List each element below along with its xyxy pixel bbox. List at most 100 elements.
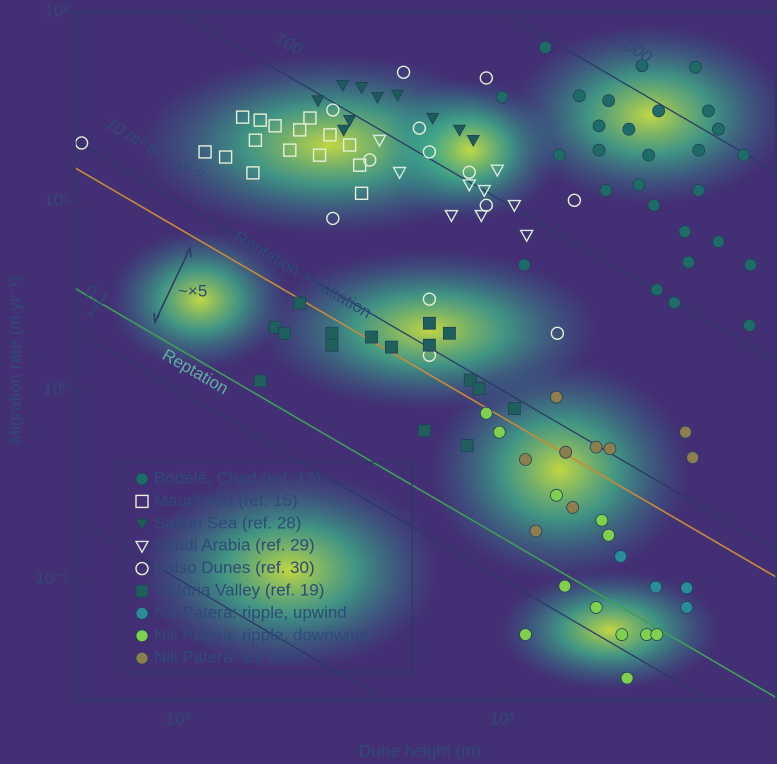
y-tick-label: 10⁰: [43, 380, 69, 399]
legend-label: Saudi Arabia (ref. 29): [154, 536, 315, 555]
marker-square: [293, 296, 307, 310]
marker-triangle: [466, 134, 480, 147]
marker-square: [423, 338, 436, 352]
marker-circle: [479, 406, 493, 420]
marker-circle: [519, 628, 532, 642]
marker-square: [235, 110, 250, 124]
marker-circle: [743, 319, 756, 332]
marker-square: [423, 316, 436, 330]
marker-circle: [539, 40, 552, 54]
marker-square: [417, 424, 431, 438]
legend-marker: [135, 607, 149, 620]
y-tick-label: 10²: [44, 1, 69, 20]
marker-triangle: [336, 80, 350, 93]
marker-square: [342, 138, 357, 152]
marker-triangle: [452, 124, 467, 137]
marker-square: [278, 326, 292, 340]
legend-marker: [135, 651, 149, 665]
legend-label: Nili Patera: ripple, upwind: [154, 603, 347, 622]
marker-circle: [686, 451, 700, 465]
marker-circle: [479, 198, 494, 213]
heat-blob: [510, 25, 776, 205]
marker-square: [253, 113, 267, 127]
marker-circle: [552, 148, 566, 162]
x-tick-label: 10¹: [490, 709, 515, 728]
heatmap: [110, 25, 776, 690]
marker-circle: [649, 580, 663, 594]
marker-circle: [689, 60, 702, 74]
marker-square: [292, 123, 307, 137]
marker-triangle: [507, 199, 522, 213]
marker-circle: [603, 442, 617, 456]
annotation: ~×5: [178, 281, 207, 300]
marker-circle: [692, 143, 706, 157]
marker-circle: [615, 628, 629, 642]
marker-triangle: [444, 209, 459, 223]
marker-circle: [412, 121, 427, 135]
marker-circle: [652, 104, 666, 118]
marker-circle: [622, 122, 636, 136]
marker-circle: [422, 145, 437, 159]
legend-label: Salton Sea (ref. 28): [154, 513, 301, 532]
marker-square: [507, 402, 521, 415]
arrow-heads: [153, 245, 192, 325]
marker-triangle: [370, 91, 385, 104]
marker-circle: [599, 183, 613, 197]
marker-circle: [492, 425, 506, 439]
marker-circle: [679, 425, 692, 439]
flux-line: [75, 329, 711, 700]
marker-square: [303, 111, 317, 125]
annotation-arrow: [154, 247, 191, 323]
marker-circle: [712, 235, 725, 249]
marker-circle: [737, 148, 750, 162]
marker-square: [283, 143, 297, 157]
marker-triangle: [354, 82, 369, 95]
marker-triangle: [390, 89, 405, 102]
marker-triangle: [462, 179, 477, 193]
marker-triangle: [342, 114, 357, 127]
marker-square: [312, 148, 327, 162]
y-tick-label: 10⁻¹: [35, 569, 69, 588]
marker-circle: [642, 148, 655, 162]
legend-marker: [135, 518, 149, 531]
legend-label: Bodélé, Chad (ref. 13): [154, 468, 321, 487]
marker-square: [365, 330, 378, 344]
marker-circle: [602, 94, 616, 107]
marker-circle: [529, 524, 543, 538]
marker-circle: [620, 671, 634, 685]
marker-triangle: [392, 166, 407, 180]
marker-square: [325, 338, 339, 352]
legend-label: Victoria Valley (ref. 19): [154, 580, 324, 599]
marker-circle: [650, 283, 664, 297]
heat-blob: [430, 360, 690, 580]
marker-circle: [567, 193, 582, 207]
marker-square: [253, 374, 267, 388]
x-axis-label: Dune height (m): [359, 741, 481, 760]
heat-blob: [500, 570, 720, 690]
legend-label: Nili Patera: lee front: [154, 648, 304, 667]
marker-circle: [682, 255, 695, 269]
legend-label: Mauritania (ref. 15): [154, 491, 298, 510]
marker-circle: [589, 440, 603, 454]
x-tick-label: 10⁰: [165, 709, 191, 728]
marker-circle: [558, 579, 572, 593]
marker-circle: [692, 183, 706, 197]
legend-marker: [135, 629, 149, 643]
marker-circle: [559, 445, 573, 459]
marker-circle: [680, 581, 694, 595]
marker-circle: [550, 326, 565, 340]
legend-marker: [135, 472, 149, 486]
marker-circle: [363, 153, 377, 167]
marker-circle: [422, 292, 437, 306]
marker-circle: [517, 258, 531, 272]
marker-square: [323, 128, 337, 142]
marker-triangle: [477, 184, 492, 198]
marker-circle: [462, 165, 476, 180]
marker-circle: [614, 550, 628, 563]
marker-circle: [550, 488, 563, 502]
marker-circle: [519, 453, 532, 466]
marker-square: [385, 340, 398, 354]
flux-line: [500, 12, 776, 173]
marker-triangle: [425, 112, 440, 125]
